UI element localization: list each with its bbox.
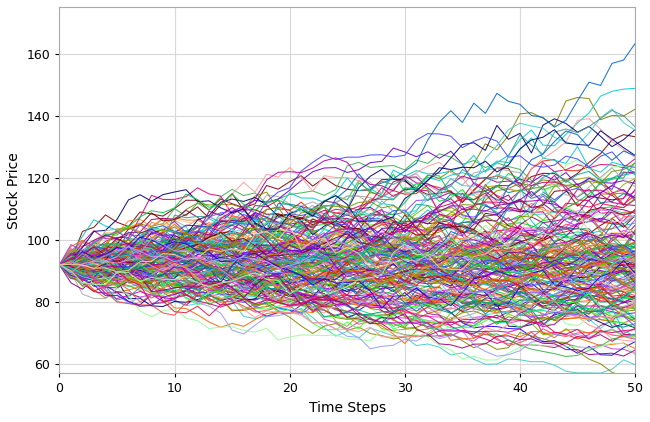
X-axis label: Time Steps: Time Steps xyxy=(309,401,386,415)
Y-axis label: Stock Price: Stock Price xyxy=(7,152,21,229)
